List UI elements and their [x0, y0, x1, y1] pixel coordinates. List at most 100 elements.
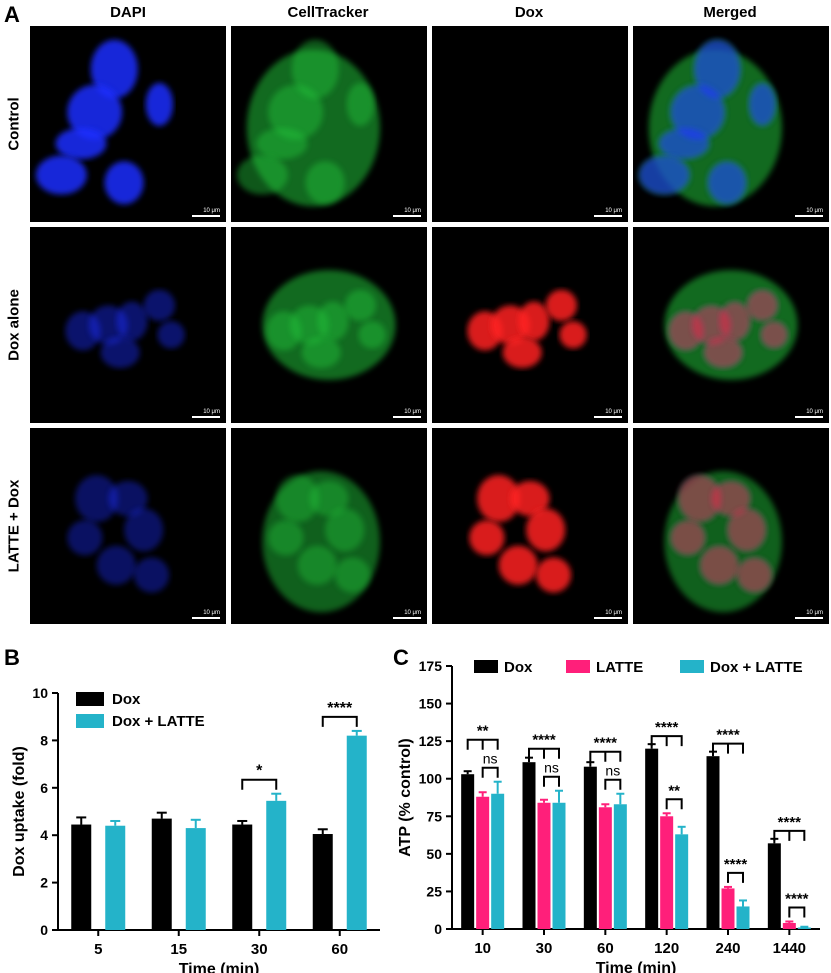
bar-dox-latte [266, 800, 287, 930]
significance-label: **** [778, 814, 802, 831]
y-tick-label: 6 [40, 780, 48, 796]
significance-label: **** [594, 735, 618, 752]
micrograph-tile: 10 μm [633, 227, 829, 423]
legend-swatch [680, 660, 704, 673]
bar-dox-latte [613, 804, 627, 929]
significance-label: **** [655, 719, 679, 736]
scale-bar [393, 416, 421, 418]
scale-bar [795, 215, 823, 217]
micrograph-tile: 10 μm [432, 227, 628, 423]
scale-bar-label: 10 μm [605, 610, 622, 616]
y-tick-label: 0 [434, 921, 442, 937]
x-tick-label: 5 [94, 941, 102, 958]
y-axis-label: Dox uptake (fold) [11, 746, 28, 877]
x-tick-label: 60 [597, 940, 614, 957]
bar-dox [151, 818, 172, 930]
scale-bar-label: 10 μm [404, 208, 421, 214]
significance-bracket-inner [481, 766, 499, 778]
bar-dox [461, 774, 475, 929]
panel-a-letter: A [4, 2, 20, 27]
scale-bar [795, 617, 823, 619]
bar-dox-latte [346, 735, 367, 930]
row-header-dox-alone: Dox alone [5, 289, 23, 361]
scale-bar-label: 10 μm [203, 409, 220, 415]
y-tick-label: 10 [32, 685, 48, 701]
significance-bracket-inner [727, 871, 744, 883]
micrograph-tile: 10 μm [633, 26, 829, 222]
scale-bar-label: 10 μm [203, 610, 220, 616]
column-header-dox: Dox [514, 4, 544, 21]
significance-bracket [773, 829, 806, 841]
significance-label-inner: ** [668, 782, 680, 799]
legend-label: Dox + LATTE [112, 713, 205, 730]
bar-latte [660, 816, 674, 929]
y-axis-label: ATP (% control) [397, 738, 414, 857]
column-header-merged: Merged [703, 4, 757, 21]
bar-dox-latte [797, 927, 811, 929]
scale-bar [594, 617, 622, 619]
significance-label-inner: ns [605, 763, 620, 779]
legend-swatch [566, 660, 590, 673]
micrograph-image [236, 39, 380, 207]
bar-dox [583, 766, 597, 929]
x-axis-label: Time (min) [179, 961, 260, 973]
scale-bar-label: 10 μm [806, 610, 823, 616]
micrograph-tile: 10 μm [432, 26, 628, 222]
micrograph-image [467, 289, 587, 369]
scale-bar [192, 617, 220, 619]
bar-dox-latte [736, 906, 750, 929]
legend-label: Dox [504, 659, 533, 676]
x-tick-label: 240 [715, 940, 740, 957]
significance-label: ** [477, 723, 489, 740]
x-axis-label: Time (min) [596, 960, 677, 973]
y-tick-label: 75 [426, 808, 442, 824]
y-tick-label: 100 [419, 771, 443, 787]
bar-dox [312, 834, 333, 930]
scale-bar-label: 10 μm [605, 208, 622, 214]
significance-label: **** [716, 727, 740, 744]
bar-dox [645, 748, 659, 929]
micrograph-tile: 10 μm [30, 26, 226, 222]
column-header-dapi: DAPI [110, 4, 146, 21]
micrograph-tile: 10 μm [231, 227, 427, 423]
micrograph-image [638, 39, 782, 207]
bar-dox [706, 756, 720, 929]
significance-label-inner: ns [544, 760, 559, 776]
significance-bracket [650, 735, 683, 747]
bar-dox-latte [675, 834, 689, 929]
y-tick-label: 50 [426, 846, 442, 862]
legend-label: Dox + LATTE [710, 659, 803, 676]
scale-bar-label: 10 μm [806, 208, 823, 214]
bar-dox [522, 762, 536, 929]
x-tick-label: 120 [654, 940, 679, 957]
significance-bracket [321, 715, 358, 727]
significance-label-inner: ns [483, 751, 498, 767]
row-header-control: Control [5, 97, 23, 151]
atp-chart: 0 25 50 75 100 125 150 175 10 30 60 120 240 1440 ** ns *… [397, 658, 820, 973]
significance-bracket-inner [543, 775, 560, 787]
y-tick-label: 25 [426, 883, 442, 899]
x-tick-label: 60 [331, 941, 348, 958]
micrograph-image [65, 289, 185, 369]
y-tick-label: 4 [40, 827, 48, 843]
row-header-latte-dox: LATTE + Dox [5, 479, 23, 573]
x-tick-label: 30 [251, 941, 268, 958]
bar-dox-latte [105, 825, 126, 930]
bar-dox-latte [185, 828, 206, 930]
micrograph-tile: 10 μm [30, 227, 226, 423]
micrograph-tile: 10 μm [231, 428, 427, 624]
legend-swatch [76, 692, 104, 706]
micrograph-image [262, 471, 380, 613]
micrograph-image [262, 270, 396, 380]
x-tick-label: 15 [170, 941, 187, 958]
significance-bracket-inner [665, 798, 683, 810]
column-header-celltracker: CellTracker [287, 4, 369, 21]
bar-dox [71, 824, 92, 930]
legend-label: Dox [112, 691, 141, 708]
micrograph-image [664, 270, 798, 380]
significance-label: * [256, 763, 263, 780]
legend-swatch [76, 714, 104, 728]
significance-bracket [466, 738, 499, 750]
significance-bracket [241, 778, 278, 790]
significance-bracket-inner [604, 778, 622, 790]
